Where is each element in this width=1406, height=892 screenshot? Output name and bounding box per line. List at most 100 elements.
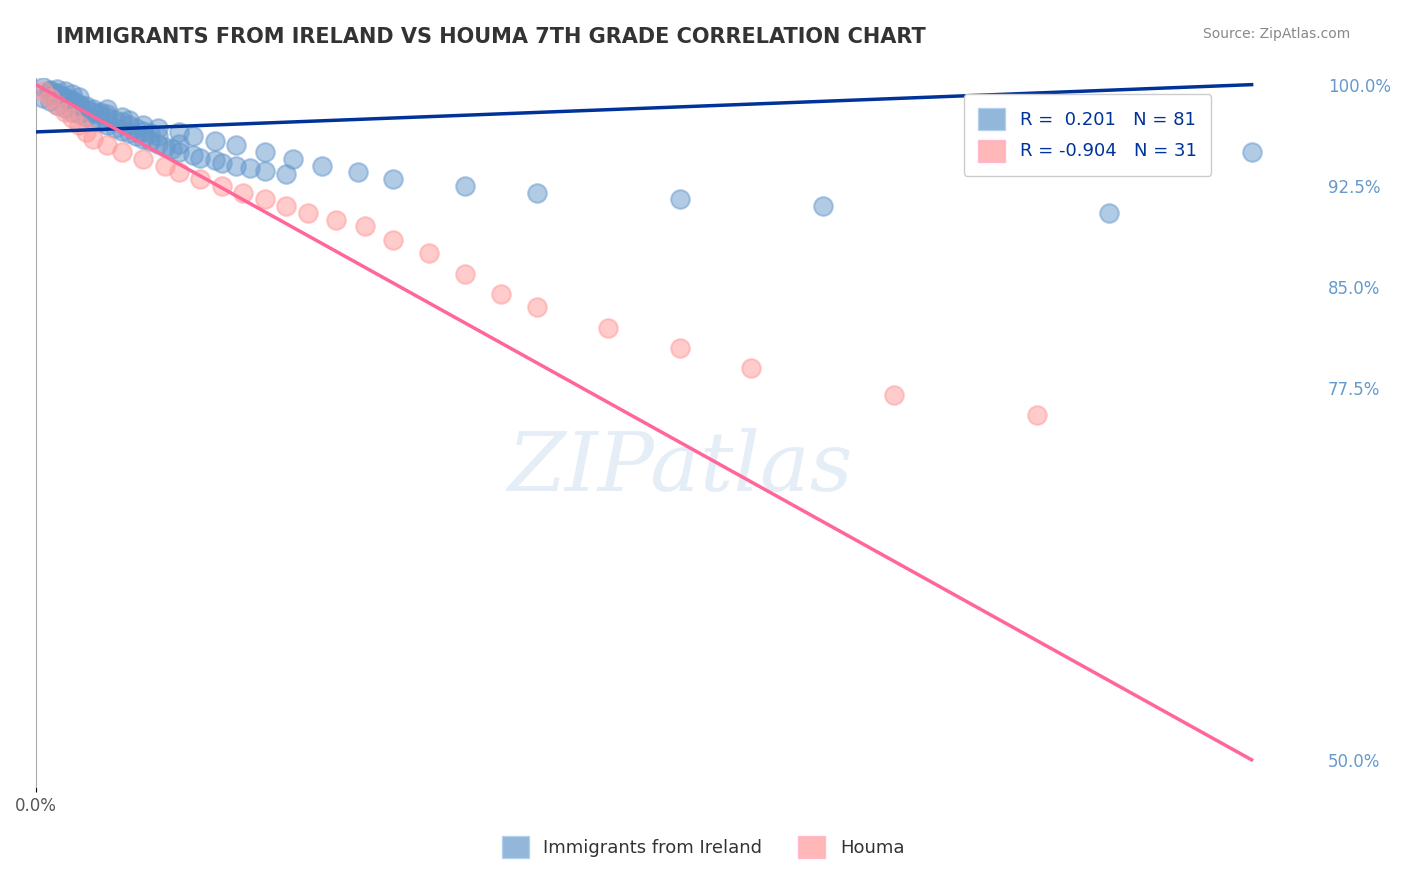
Point bbox=[60, 112, 83, 126]
Point bbox=[132, 131, 155, 145]
Point bbox=[167, 145, 190, 160]
Point bbox=[96, 107, 118, 121]
Point bbox=[67, 96, 90, 111]
Point bbox=[46, 98, 69, 112]
Point bbox=[883, 388, 905, 402]
Point bbox=[60, 94, 83, 108]
Point bbox=[60, 104, 83, 119]
Point bbox=[167, 125, 190, 139]
Point bbox=[190, 151, 212, 165]
Point bbox=[125, 120, 148, 135]
Point bbox=[60, 87, 83, 101]
Point bbox=[146, 137, 169, 152]
Point bbox=[67, 107, 90, 121]
Point bbox=[297, 206, 319, 220]
Text: ZIPatlas: ZIPatlas bbox=[506, 428, 852, 508]
Point bbox=[46, 88, 69, 103]
Point bbox=[75, 99, 97, 113]
Point bbox=[75, 102, 97, 116]
Point bbox=[526, 186, 548, 200]
Point bbox=[1240, 145, 1263, 160]
Point bbox=[104, 120, 127, 135]
Point bbox=[811, 199, 834, 213]
Point bbox=[46, 98, 69, 112]
Point bbox=[346, 165, 368, 179]
Point bbox=[118, 118, 141, 132]
Point bbox=[454, 178, 477, 193]
Point bbox=[46, 87, 69, 101]
Point bbox=[53, 104, 76, 119]
Point bbox=[53, 84, 76, 98]
Point bbox=[181, 128, 204, 143]
Point bbox=[53, 90, 76, 104]
Point bbox=[225, 138, 247, 153]
Point bbox=[53, 101, 76, 115]
Point bbox=[382, 172, 405, 186]
Point bbox=[132, 118, 155, 132]
Point bbox=[253, 193, 276, 207]
Point bbox=[146, 120, 169, 135]
Point bbox=[354, 219, 377, 234]
Point bbox=[204, 153, 226, 168]
Point bbox=[67, 118, 90, 132]
Point bbox=[53, 91, 76, 105]
Point bbox=[111, 110, 134, 124]
Point bbox=[253, 145, 276, 160]
Point bbox=[283, 152, 305, 166]
Point bbox=[39, 84, 62, 98]
Point bbox=[668, 341, 690, 355]
Point bbox=[32, 91, 55, 105]
Legend: Immigrants from Ireland, Houma: Immigrants from Ireland, Houma bbox=[495, 829, 911, 865]
Point bbox=[276, 199, 298, 213]
Point bbox=[153, 159, 176, 173]
Point bbox=[489, 287, 512, 301]
Point bbox=[167, 165, 190, 179]
Point bbox=[146, 128, 169, 143]
Point bbox=[1026, 409, 1049, 423]
Point bbox=[418, 246, 440, 260]
Point bbox=[132, 123, 155, 137]
Point bbox=[139, 134, 162, 148]
Point bbox=[118, 126, 141, 140]
Point bbox=[75, 125, 97, 139]
Point bbox=[276, 167, 298, 181]
Point bbox=[96, 118, 118, 132]
Point bbox=[204, 134, 226, 148]
Point bbox=[526, 301, 548, 315]
Point bbox=[67, 90, 90, 104]
Point bbox=[96, 110, 118, 124]
Point bbox=[82, 104, 104, 119]
Point bbox=[32, 84, 55, 98]
Point bbox=[111, 123, 134, 137]
Point bbox=[104, 112, 127, 127]
Point bbox=[82, 112, 104, 127]
Point bbox=[46, 81, 69, 95]
Point bbox=[139, 126, 162, 140]
Point bbox=[60, 93, 83, 107]
Point bbox=[39, 91, 62, 105]
Point bbox=[668, 193, 690, 207]
Point bbox=[167, 137, 190, 152]
Text: IMMIGRANTS FROM IRELAND VS HOUMA 7TH GRADE CORRELATION CHART: IMMIGRANTS FROM IRELAND VS HOUMA 7TH GRA… bbox=[56, 27, 927, 46]
Point bbox=[125, 128, 148, 143]
Point bbox=[89, 115, 111, 129]
Point bbox=[211, 178, 233, 193]
Point bbox=[118, 112, 141, 127]
Point bbox=[39, 83, 62, 97]
Point bbox=[89, 107, 111, 121]
Point bbox=[82, 131, 104, 145]
Point bbox=[111, 145, 134, 160]
Legend: R =  0.201   N = 81, R = -0.904   N = 31: R = 0.201 N = 81, R = -0.904 N = 31 bbox=[965, 94, 1211, 176]
Point bbox=[181, 148, 204, 162]
Point bbox=[1097, 206, 1119, 220]
Point bbox=[132, 152, 155, 166]
Point bbox=[596, 320, 619, 334]
Point bbox=[232, 186, 254, 200]
Point bbox=[111, 115, 134, 129]
Point bbox=[190, 172, 212, 186]
Point bbox=[75, 110, 97, 124]
Point bbox=[160, 143, 183, 157]
Point bbox=[32, 80, 55, 95]
Point bbox=[454, 267, 477, 281]
Point bbox=[153, 140, 176, 154]
